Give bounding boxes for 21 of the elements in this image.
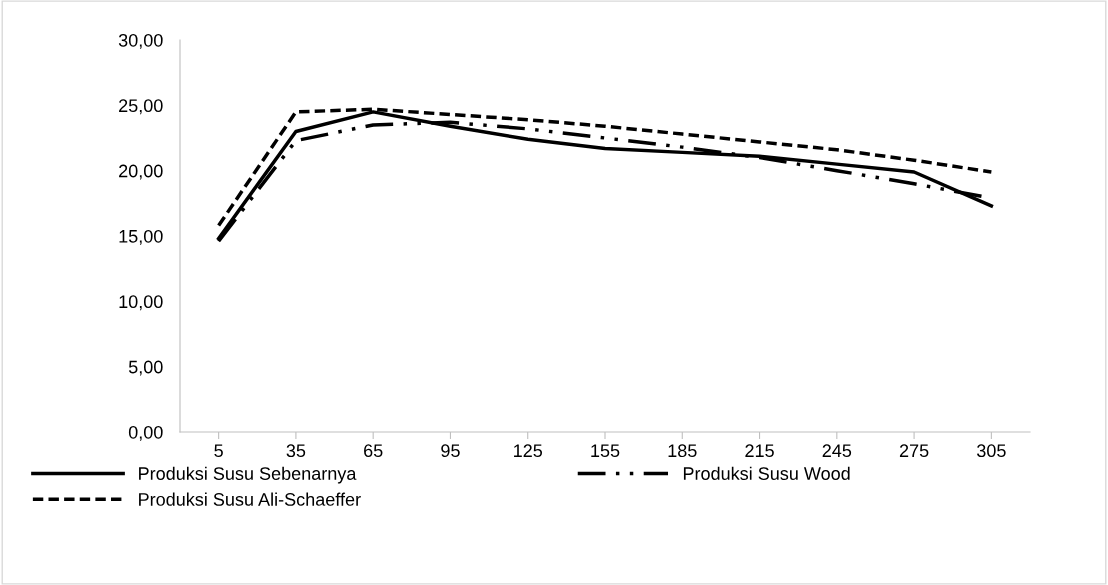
y-tick-label: 20,00 <box>119 164 163 180</box>
x-tick-label: 305 <box>976 444 1006 458</box>
legend-label: Produksi Susu Ali-Schaeffer <box>139 492 361 506</box>
legend-label: Produksi Susu Wood <box>683 466 850 480</box>
x-tick-label: 215 <box>745 444 774 458</box>
y-tick-label: 30,00 <box>118 33 163 49</box>
x-tick-label: 245 <box>822 444 852 458</box>
x-tick-label: 35 <box>286 444 306 458</box>
y-tick-label: 5,00 <box>128 360 163 376</box>
legend-label: Produksi Susu Sebenarnya <box>139 466 357 484</box>
x-tick-label: 95 <box>441 444 460 458</box>
y-tick-label: 15,00 <box>119 229 163 245</box>
x-tick-label: 5 <box>214 444 223 458</box>
x-tick-label: 155 <box>591 444 620 458</box>
y-tick-label: 10,00 <box>119 295 163 311</box>
y-tick-label: 0,00 <box>128 425 163 441</box>
x-tick-label: 275 <box>899 444 929 458</box>
y-tick-label: 25,00 <box>119 99 163 115</box>
x-tick-label: 65 <box>364 444 383 458</box>
x-tick-label: 185 <box>668 444 697 458</box>
x-tick-label: 125 <box>514 444 543 458</box>
